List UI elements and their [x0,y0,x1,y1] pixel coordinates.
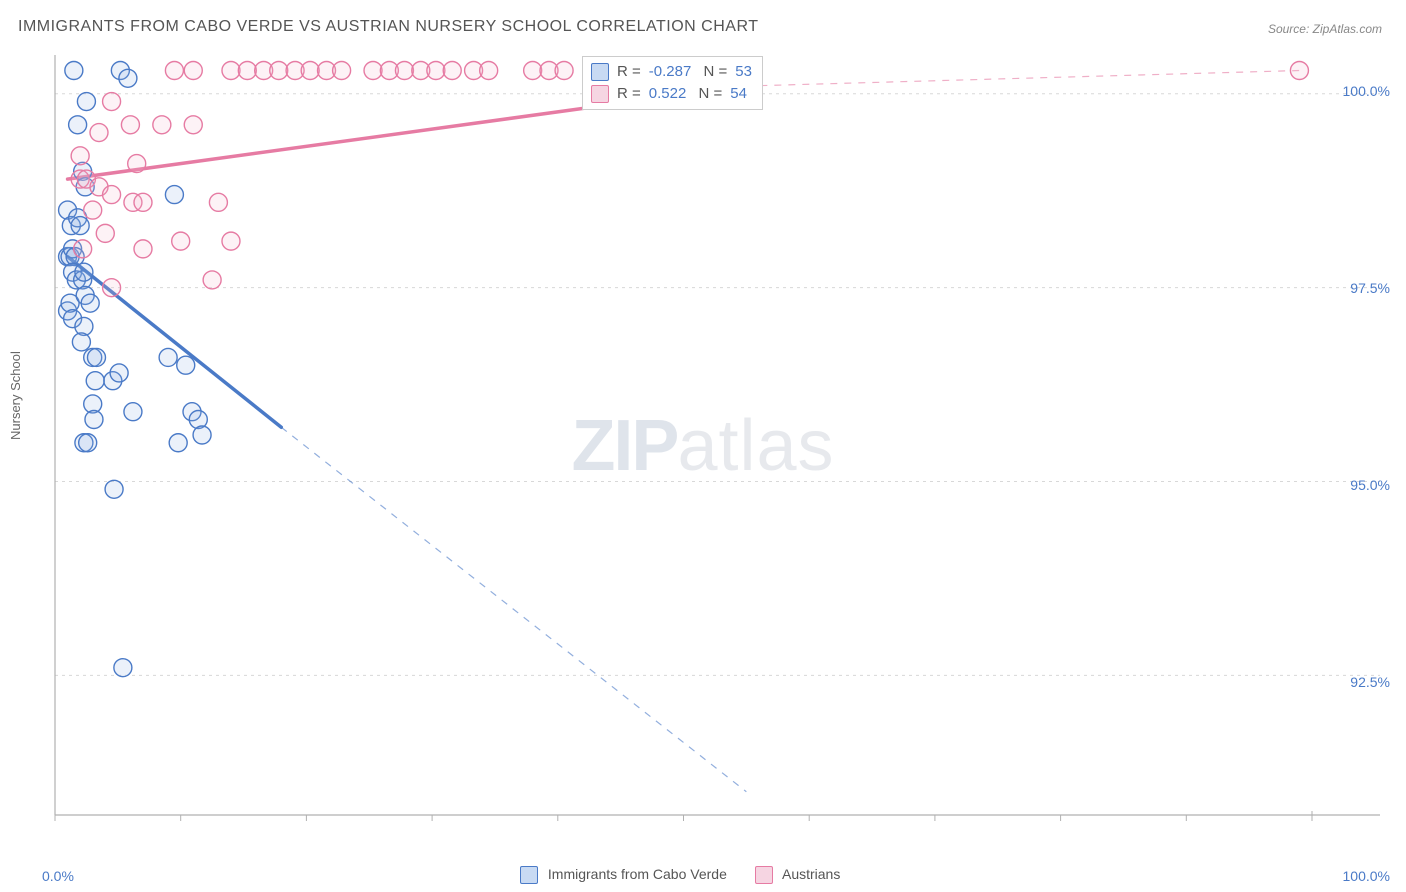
ytick-label: 92.5% [1350,674,1390,690]
stat-n-value: 53 [735,61,752,83]
stat-n-value: 54 [730,83,747,105]
y-axis-label: Nursery School [8,351,23,440]
ytick-label: 95.0% [1350,477,1390,493]
correlation-stat-box: R = -0.287 N = 53 R = 0.522 N = 54 [582,56,763,110]
stat-row: R = 0.522 N = 54 [591,83,752,105]
source-attribution: Source: ZipAtlas.com [1268,22,1382,36]
xtick-label: 100.0% [1343,868,1390,884]
stat-row: R = -0.287 N = 53 [591,61,752,83]
stat-swatch-blue [591,63,609,81]
legend-swatch-blue [520,866,538,884]
chart-plot-area [50,55,1380,825]
chart-svg [50,55,1380,825]
stat-text: N = [694,83,722,105]
chart-title: IMMIGRANTS FROM CABO VERDE VS AUSTRIAN N… [18,18,759,36]
legend-item: Austrians [755,866,840,884]
stat-text: R = [617,61,641,83]
stat-text: R = [617,83,641,105]
legend-label: Immigrants from Cabo Verde [548,866,727,882]
stat-r-value: -0.287 [649,61,692,83]
stat-text: N = [699,61,727,83]
ytick-label: 100.0% [1343,83,1390,99]
ytick-label: 97.5% [1350,280,1390,296]
legend-label: Austrians [782,866,840,882]
xtick-label: 0.0% [42,868,74,884]
stat-swatch-pink [591,85,609,103]
stat-r-value: 0.522 [649,83,687,105]
legend-item: Immigrants from Cabo Verde [520,866,727,884]
legend-swatch-pink [755,866,773,884]
bottom-legend: Immigrants from Cabo Verde Austrians [520,866,840,884]
